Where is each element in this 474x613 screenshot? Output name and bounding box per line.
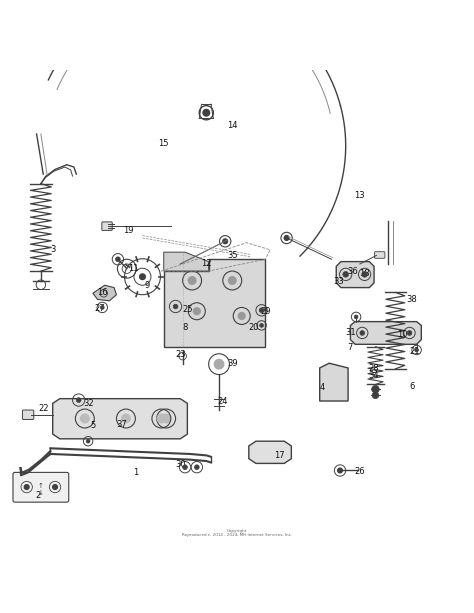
Polygon shape xyxy=(53,398,187,439)
Circle shape xyxy=(24,485,29,489)
Text: 34: 34 xyxy=(369,370,379,379)
Text: 21: 21 xyxy=(409,347,419,356)
Circle shape xyxy=(354,315,358,319)
Circle shape xyxy=(407,330,412,335)
Text: 18: 18 xyxy=(359,269,370,278)
Text: 15: 15 xyxy=(158,139,169,148)
Polygon shape xyxy=(319,364,348,401)
Text: 36: 36 xyxy=(347,267,358,276)
Text: 2: 2 xyxy=(36,491,41,500)
Text: 35: 35 xyxy=(227,251,237,260)
Text: 22: 22 xyxy=(38,403,48,413)
FancyBboxPatch shape xyxy=(13,473,69,502)
Circle shape xyxy=(343,272,348,277)
Text: 29: 29 xyxy=(260,306,271,316)
Text: 39: 39 xyxy=(227,359,237,368)
Polygon shape xyxy=(164,252,209,271)
Text: 28: 28 xyxy=(369,364,379,373)
Circle shape xyxy=(157,414,165,423)
FancyBboxPatch shape xyxy=(102,222,112,230)
FancyBboxPatch shape xyxy=(22,410,34,419)
Text: 9: 9 xyxy=(145,281,150,290)
Text: 25: 25 xyxy=(182,305,192,314)
Polygon shape xyxy=(93,285,117,301)
Text: 7: 7 xyxy=(348,343,353,352)
Circle shape xyxy=(140,274,146,280)
Text: 24: 24 xyxy=(218,397,228,406)
Text: 32: 32 xyxy=(83,399,93,408)
Text: 20: 20 xyxy=(248,323,259,332)
Circle shape xyxy=(203,110,210,116)
Circle shape xyxy=(53,485,57,489)
Circle shape xyxy=(188,276,196,284)
Text: 37: 37 xyxy=(116,420,127,429)
Text: 17: 17 xyxy=(274,451,285,460)
Circle shape xyxy=(260,324,264,327)
Circle shape xyxy=(362,272,367,277)
Text: 10: 10 xyxy=(397,330,408,340)
Circle shape xyxy=(360,330,365,335)
Circle shape xyxy=(259,308,264,313)
FancyBboxPatch shape xyxy=(374,252,385,258)
Polygon shape xyxy=(336,262,374,287)
Text: 11: 11 xyxy=(128,264,138,273)
Text: 12: 12 xyxy=(201,259,211,268)
Circle shape xyxy=(116,257,120,262)
Text: 19: 19 xyxy=(123,226,134,235)
Circle shape xyxy=(284,235,289,240)
Circle shape xyxy=(372,386,379,393)
Circle shape xyxy=(182,465,187,470)
Text: 38: 38 xyxy=(407,295,417,304)
Text: 14: 14 xyxy=(227,121,237,130)
Circle shape xyxy=(100,305,104,310)
Polygon shape xyxy=(164,259,265,347)
Text: 33: 33 xyxy=(333,277,344,286)
Text: 30: 30 xyxy=(175,460,186,470)
Circle shape xyxy=(372,392,379,398)
Circle shape xyxy=(238,313,245,319)
Circle shape xyxy=(162,414,170,423)
Text: 16: 16 xyxy=(97,288,108,297)
Text: 6: 6 xyxy=(409,383,415,391)
Circle shape xyxy=(122,414,130,423)
Circle shape xyxy=(223,239,228,243)
Circle shape xyxy=(193,308,200,314)
Text: 8: 8 xyxy=(182,323,188,332)
Circle shape xyxy=(194,465,199,470)
Circle shape xyxy=(415,348,419,352)
Circle shape xyxy=(214,359,224,369)
Text: 5: 5 xyxy=(90,421,95,430)
Circle shape xyxy=(173,304,178,309)
Text: 1: 1 xyxy=(133,468,138,478)
Text: 31: 31 xyxy=(345,328,356,337)
Text: 23: 23 xyxy=(175,350,186,359)
Text: 4: 4 xyxy=(319,383,325,392)
Circle shape xyxy=(81,414,89,423)
Text: 3: 3 xyxy=(50,245,55,254)
Circle shape xyxy=(76,398,81,403)
Text: 13: 13 xyxy=(355,191,365,200)
Polygon shape xyxy=(350,322,421,345)
Polygon shape xyxy=(249,441,292,463)
Circle shape xyxy=(86,440,90,443)
Text: 26: 26 xyxy=(355,468,365,476)
Circle shape xyxy=(228,276,236,284)
Text: 27: 27 xyxy=(95,305,105,313)
Circle shape xyxy=(337,468,342,473)
Text: ↑: ↑ xyxy=(38,483,44,489)
Text: ↓: ↓ xyxy=(38,490,44,496)
Text: Copyright
Reproduced c. 2014 - 2024, MH Internet Services, Inc.: Copyright Reproduced c. 2014 - 2024, MH … xyxy=(182,528,292,537)
